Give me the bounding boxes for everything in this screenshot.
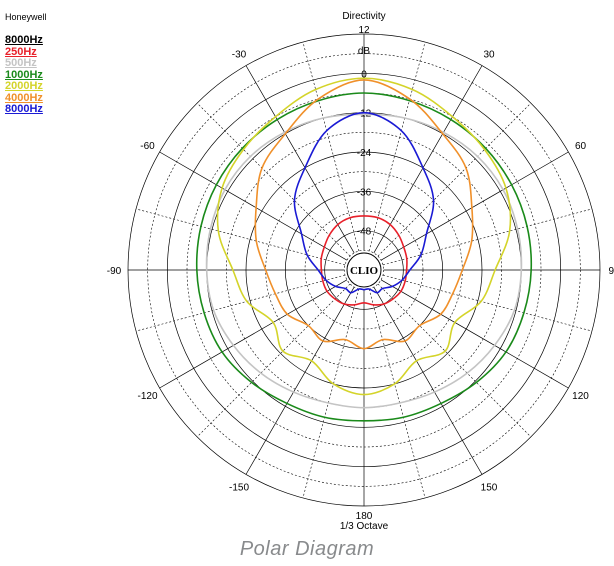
radial-tick-label: -24 — [357, 148, 372, 159]
series-2000hz-trace — [216, 77, 512, 396]
center-label: CLIO — [350, 265, 379, 277]
bottom-angle-label: 180 — [356, 511, 373, 522]
grid-spoke — [368, 41, 426, 252]
grid-spoke — [196, 102, 351, 257]
legend-item: 8000Hz — [5, 34, 43, 46]
legend-item: 2000Hz — [5, 80, 43, 92]
series-1000hz-trace — [195, 92, 533, 422]
angle-tick-label: -120 — [137, 391, 157, 402]
angle-tick-label: -90 — [107, 266, 122, 277]
grid-spoke — [380, 151, 569, 261]
grid-spoke — [380, 279, 569, 389]
series-8000hz-trace — [293, 111, 435, 294]
angle-tick-label: -30 — [232, 50, 247, 61]
series-250hz-trace — [320, 215, 408, 306]
angle-tick-label: 90 — [608, 266, 614, 277]
top-value-label: 12 — [358, 25, 370, 36]
center-badge: CLIO — [346, 252, 382, 288]
grid-spoke — [196, 283, 351, 438]
diagram-caption: Polar Diagram — [239, 538, 375, 560]
grid-spoke — [245, 65, 355, 254]
octave-label: 1/3 Octave — [340, 521, 389, 532]
grid-spoke — [159, 151, 348, 261]
brand-label: Honeywell — [5, 12, 47, 22]
chart-title: Directivity — [342, 11, 385, 22]
grid-spoke — [135, 208, 346, 266]
legend: 8000Hz 250Hz 500Hz 1000Hz 2000Hz 4000Hz 8000Hz — [5, 34, 43, 116]
radial-tick-label: 0 — [361, 69, 367, 80]
legend-item: 250Hz — [5, 45, 37, 58]
series-traces — [195, 77, 533, 422]
grid-spoke — [135, 274, 346, 332]
angle-tick-label: 120 — [572, 391, 589, 402]
angle-tick-labels: -30 30 -60 60 -90 90 -120 120 -150 150 — [107, 50, 614, 494]
legend-item: 4000Hz — [5, 91, 43, 104]
radial-tick-label: -36 — [357, 187, 372, 198]
grid-spoke — [302, 41, 360, 252]
series-4000hz-trace — [254, 79, 474, 350]
angle-tick-label: -150 — [229, 483, 249, 494]
grid-spoke — [377, 102, 532, 257]
angle-tick-label: 60 — [575, 141, 587, 152]
unit-label: dB — [358, 46, 371, 57]
grid-spoke — [377, 283, 532, 438]
radial-tick-label: -48 — [357, 227, 372, 238]
legend-item: 8000Hz — [5, 103, 43, 115]
grid-spoke — [302, 288, 360, 499]
legend-item: 500Hz — [5, 57, 37, 69]
angle-tick-label: 30 — [483, 50, 495, 61]
legend-item: 1000Hz — [5, 68, 43, 81]
grid-spoke — [368, 288, 426, 499]
grid-spoke — [382, 274, 593, 332]
angle-tick-label: 150 — [481, 483, 498, 494]
grid-spoke — [373, 65, 483, 254]
grid-spoke — [373, 286, 483, 475]
grid-spoke — [245, 286, 355, 475]
grid-spoke — [382, 208, 593, 266]
angle-tick-label: -60 — [140, 141, 155, 152]
grid-spoke — [159, 279, 348, 389]
series-500hz-trace — [205, 113, 523, 409]
